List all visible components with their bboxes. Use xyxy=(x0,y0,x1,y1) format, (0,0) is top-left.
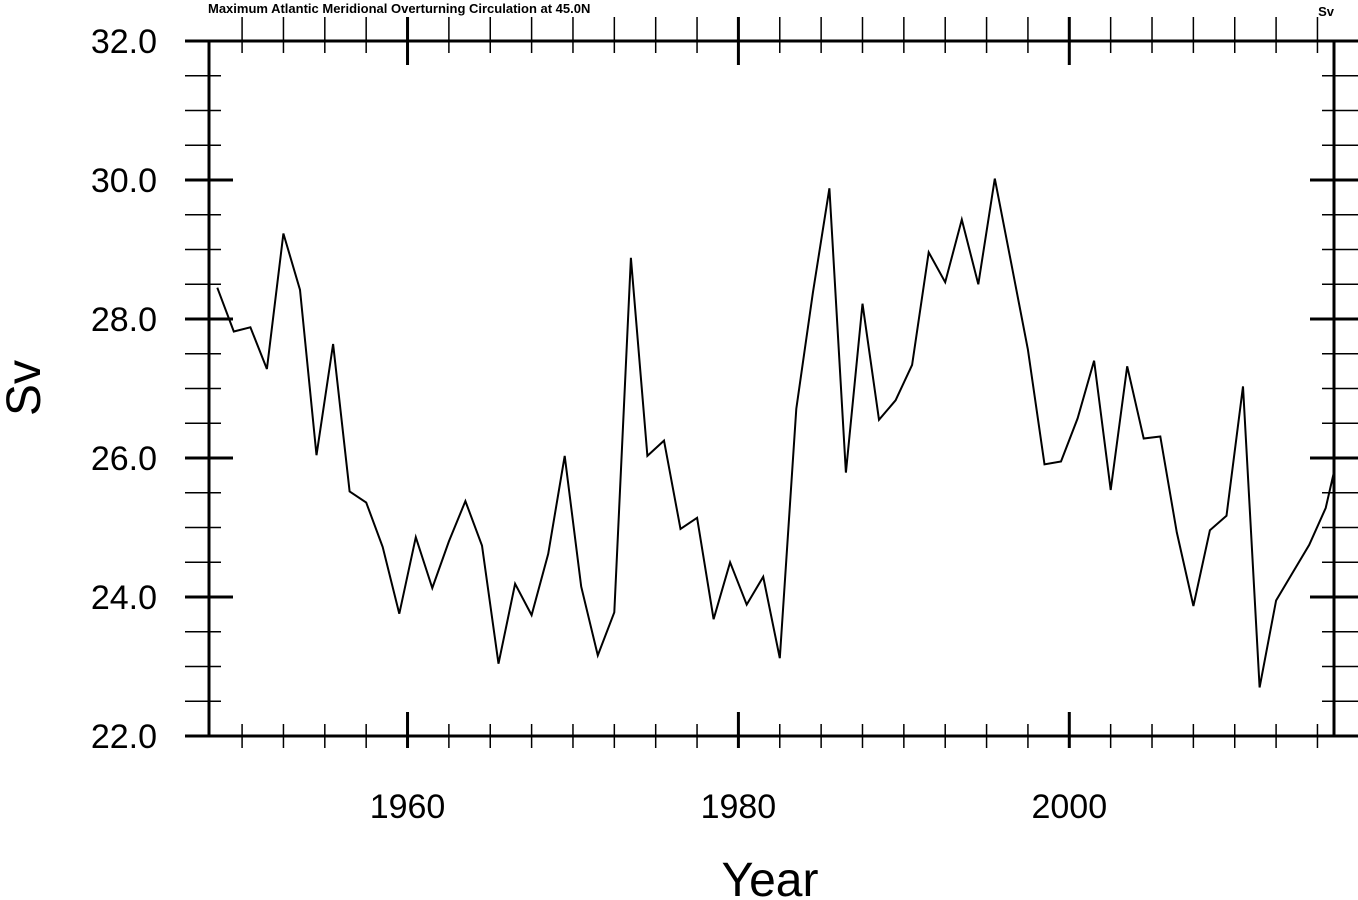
plot-frame xyxy=(207,39,1336,738)
x-axis-label: Year xyxy=(722,854,819,900)
x-tick-label: 1980 xyxy=(701,788,777,826)
x-tick-label: 1960 xyxy=(370,788,446,826)
x-tick-label: 2000 xyxy=(1031,788,1107,826)
tick-labels-layer: 22.0 24.0 26.0 28.0 30.0 32.0 1960 1980 2000 xyxy=(91,23,1107,826)
chart-title: Maximum Atlantic Meridional Overturning … xyxy=(208,1,590,16)
y-tick-label: 30.0 xyxy=(91,162,157,200)
y-tick-label: 28.0 xyxy=(91,301,157,339)
y-tick-label: 24.0 xyxy=(91,579,157,617)
y-axis-label: Sv xyxy=(0,360,51,416)
chart-units-label: Sv xyxy=(1318,4,1335,19)
ticks-layer xyxy=(185,17,1358,748)
y-tick-label: 32.0 xyxy=(91,23,157,61)
y-tick-label: 22.0 xyxy=(91,718,157,756)
y-tick-label: 26.0 xyxy=(91,440,157,478)
series-line xyxy=(216,178,1335,688)
